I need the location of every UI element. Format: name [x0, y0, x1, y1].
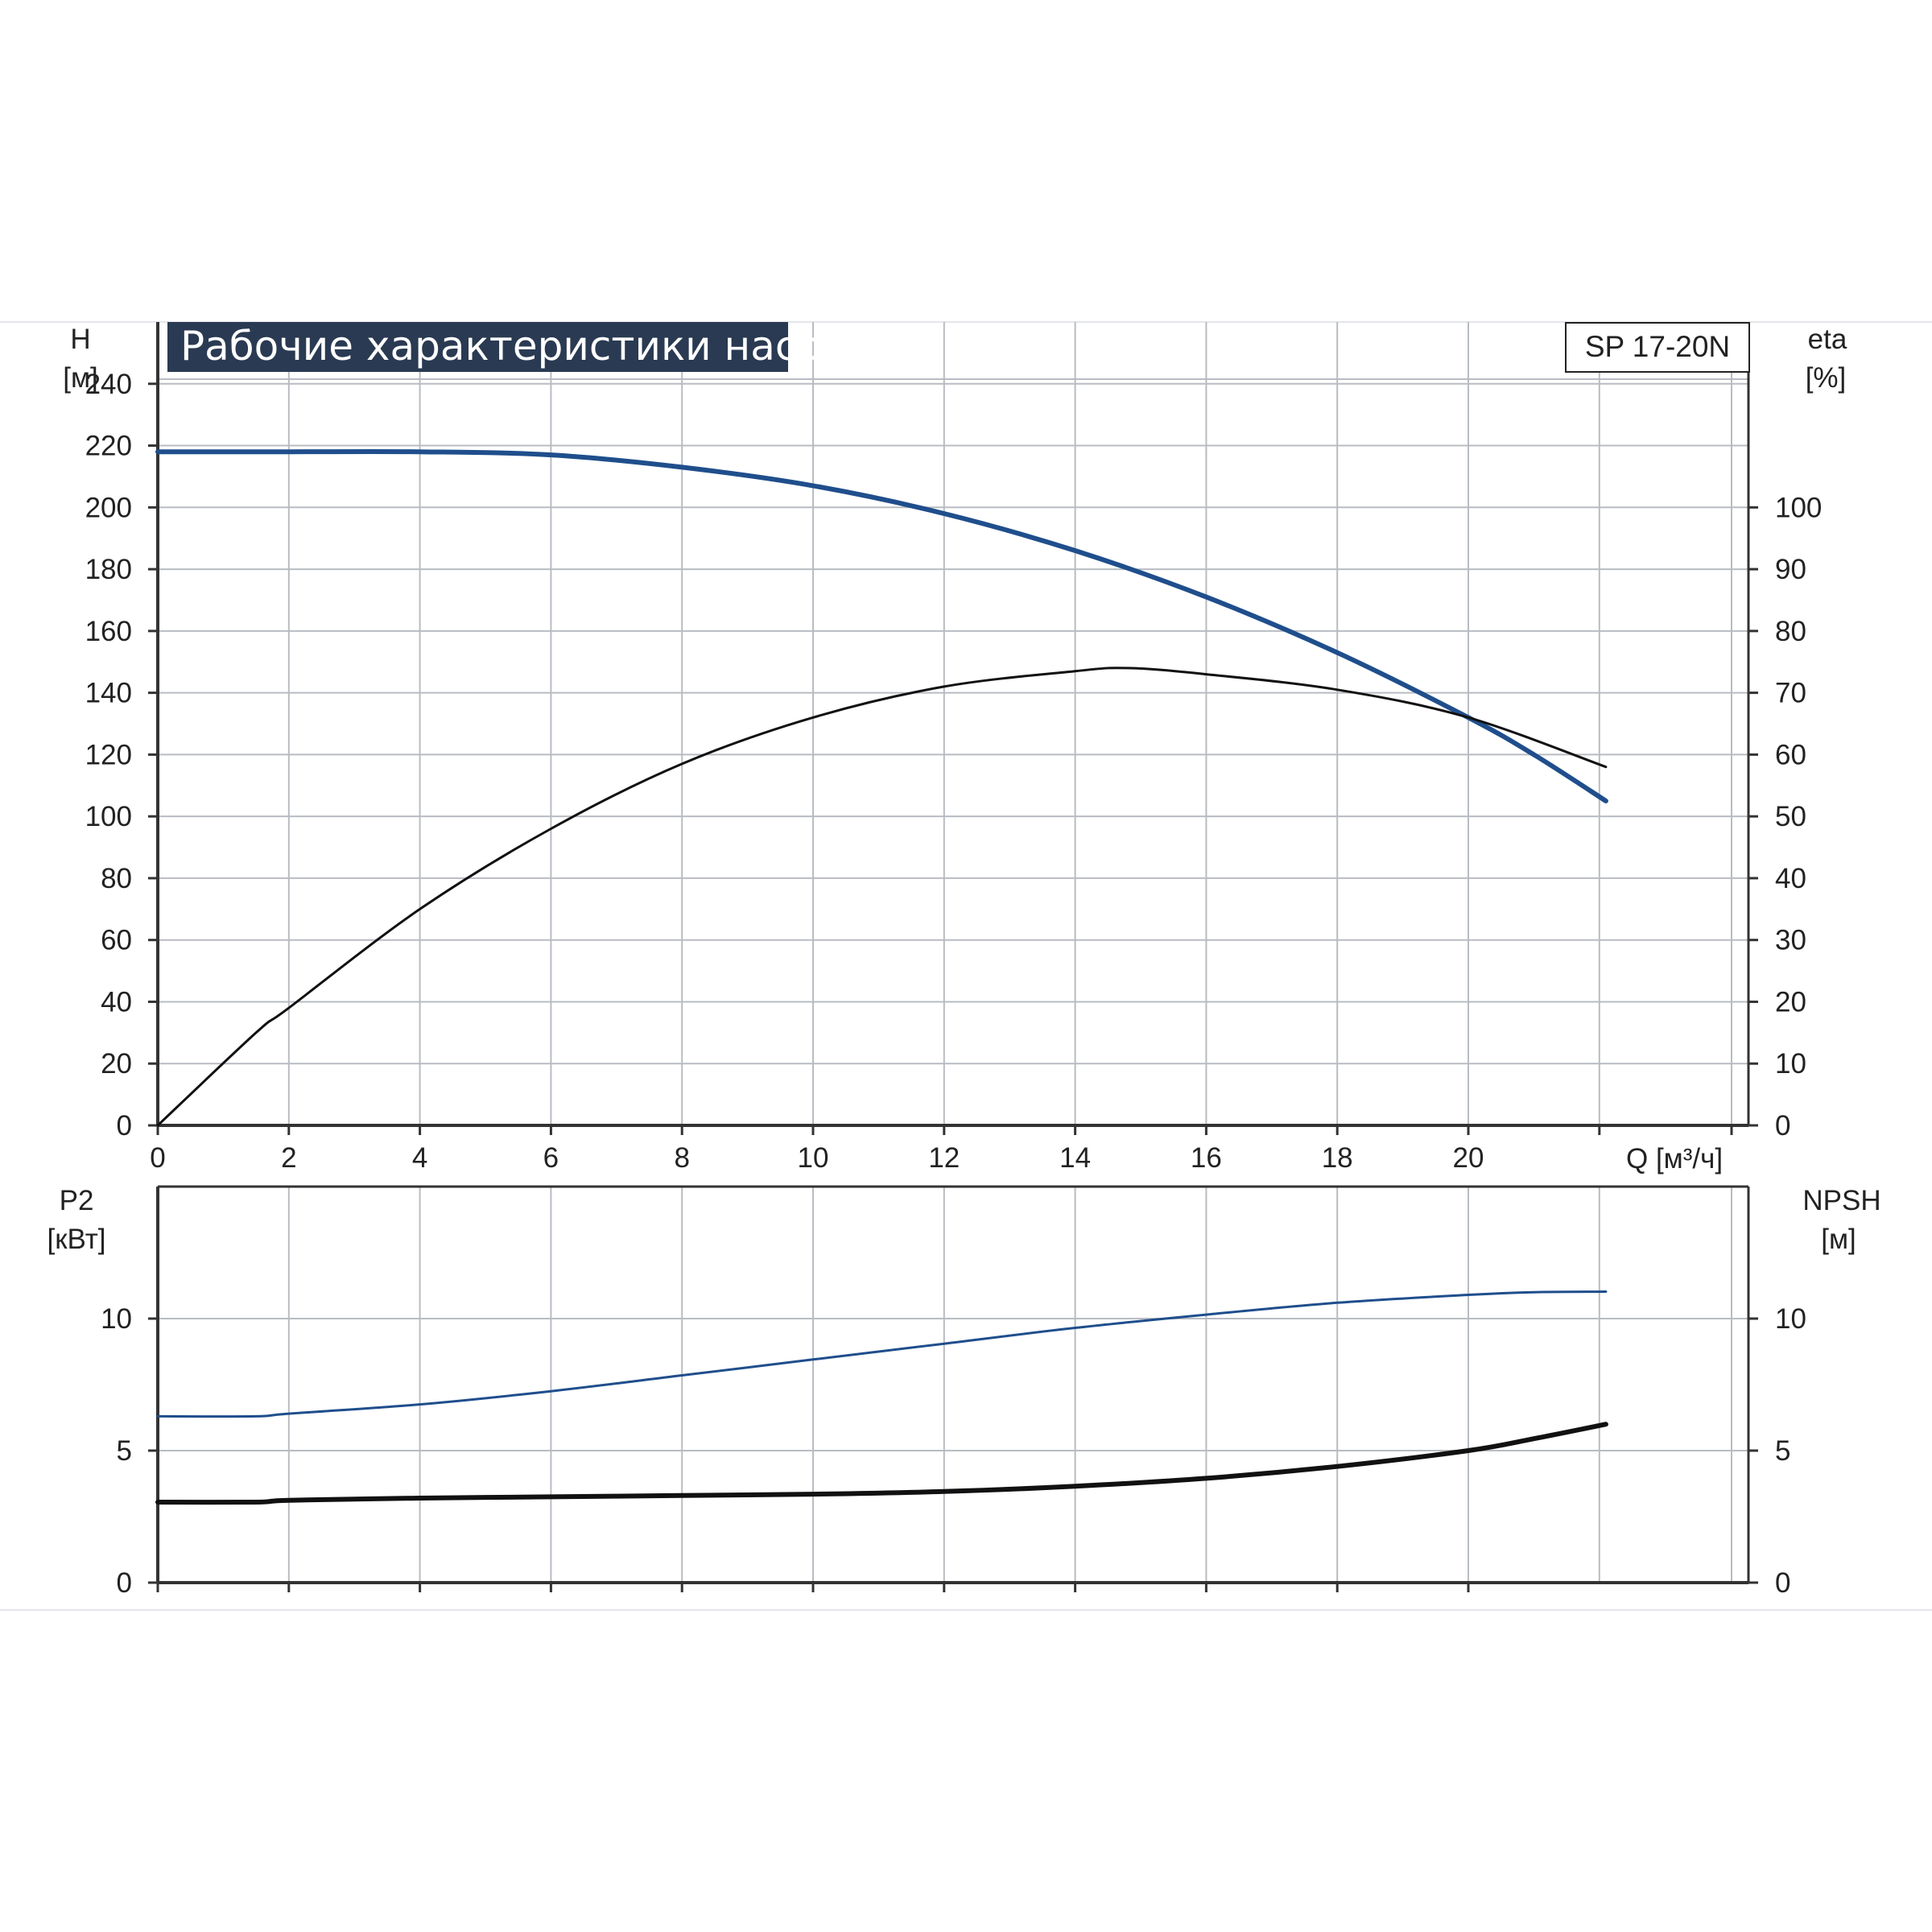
bottom-chart-tick-labels: 0 5 10 0 5 10 [101, 1303, 1806, 1599]
top-left-tick-label: 40 [101, 986, 132, 1018]
top-left-tick-label: 80 [101, 863, 132, 894]
top-right-tick-label: 0 [1775, 1110, 1790, 1141]
top-right-tick-label: 30 [1775, 925, 1806, 956]
right-axis-unit-percent: [%] [1806, 362, 1847, 394]
bottom-left-tick-label: 0 [117, 1567, 132, 1599]
x-axis-title: Q [м³/ч] [1626, 1143, 1723, 1174]
bottom-chart-series [155, 1290, 1608, 1505]
top-chart-series [155, 448, 1608, 1127]
power-axis-unit: [кВт] [47, 1224, 106, 1255]
top-left-tick-label: 160 [85, 616, 132, 647]
right-axis-title-eta: eta [1808, 324, 1847, 355]
top-x-tick-label: 10 [798, 1142, 829, 1174]
chart-title: Рабочие характеристики насоса [180, 323, 869, 369]
bottom-left-tick-label: 5 [117, 1435, 132, 1467]
title-background [167, 322, 788, 372]
top-right-tick-label: 90 [1775, 554, 1806, 585]
top-left-tick-label: 100 [85, 801, 132, 832]
top-right-tick-label: 70 [1775, 678, 1806, 709]
bottom-series-line-1 [155, 1422, 1608, 1505]
top-left-tick-label: 20 [101, 1048, 132, 1080]
power-axis-title: P2 [60, 1185, 94, 1216]
npsh-axis-unit: [м] [1821, 1224, 1856, 1255]
npsh-axis-title: NPSH [1802, 1185, 1880, 1216]
top-right-tick-label: 40 [1775, 863, 1806, 894]
top-left-tick-label: 0 [117, 1110, 132, 1141]
bottom-right-tick-label: 10 [1775, 1303, 1806, 1335]
top-left-tick-label: 240 [85, 369, 132, 400]
top-chart-tick-labels: 0204060801001201401601802002202400102030… [85, 369, 1823, 1174]
top-left-tick-label: 180 [85, 554, 132, 585]
bottom-chart-grid [148, 1185, 1758, 1592]
model-label-background [1565, 322, 1750, 373]
left-axis-title-h: H [70, 324, 90, 355]
top-x-tick-label: 18 [1322, 1142, 1353, 1174]
top-x-tick-label: 0 [150, 1142, 165, 1174]
bottom-right-tick-label: 5 [1775, 1435, 1790, 1467]
top-x-tick-label: 2 [281, 1142, 296, 1174]
top-right-tick-label: 100 [1775, 492, 1822, 523]
bottom-series-line-0 [156, 1290, 1608, 1418]
top-right-tick-label: 20 [1775, 986, 1806, 1018]
top-chart-grid [148, 322, 1758, 1135]
top-series-line-1 [156, 667, 1608, 1127]
top-x-tick-label: 6 [543, 1142, 559, 1174]
top-x-tick-label: 8 [674, 1142, 689, 1174]
top-left-tick-label: 220 [85, 431, 132, 462]
top-left-tick-label: 60 [101, 925, 132, 956]
left-axis-unit-m: [м] [63, 362, 98, 394]
top-left-tick-label: 140 [85, 678, 132, 709]
top-x-tick-label: 12 [928, 1142, 960, 1174]
top-x-tick-label: 14 [1059, 1142, 1091, 1174]
top-right-tick-label: 60 [1775, 739, 1806, 770]
top-series-line-0 [155, 448, 1608, 803]
top-right-tick-label: 80 [1775, 616, 1806, 647]
top-left-tick-label: 200 [85, 492, 132, 523]
model-label: SP 17-20N [1585, 330, 1730, 363]
model-label-box: SP 17-20N [1565, 322, 1750, 373]
top-left-tick-label: 120 [85, 739, 132, 770]
top-x-tick-label: 4 [412, 1142, 427, 1174]
top-right-tick-label: 10 [1775, 1048, 1806, 1080]
top-x-tick-label: 16 [1191, 1142, 1222, 1174]
top-right-tick-label: 50 [1775, 801, 1806, 832]
bottom-left-tick-label: 10 [101, 1303, 132, 1335]
bottom-right-tick-label: 0 [1775, 1567, 1790, 1599]
chart-title-box: Рабочие характеристики насоса [167, 322, 869, 372]
top-x-tick-label: 20 [1453, 1142, 1484, 1174]
